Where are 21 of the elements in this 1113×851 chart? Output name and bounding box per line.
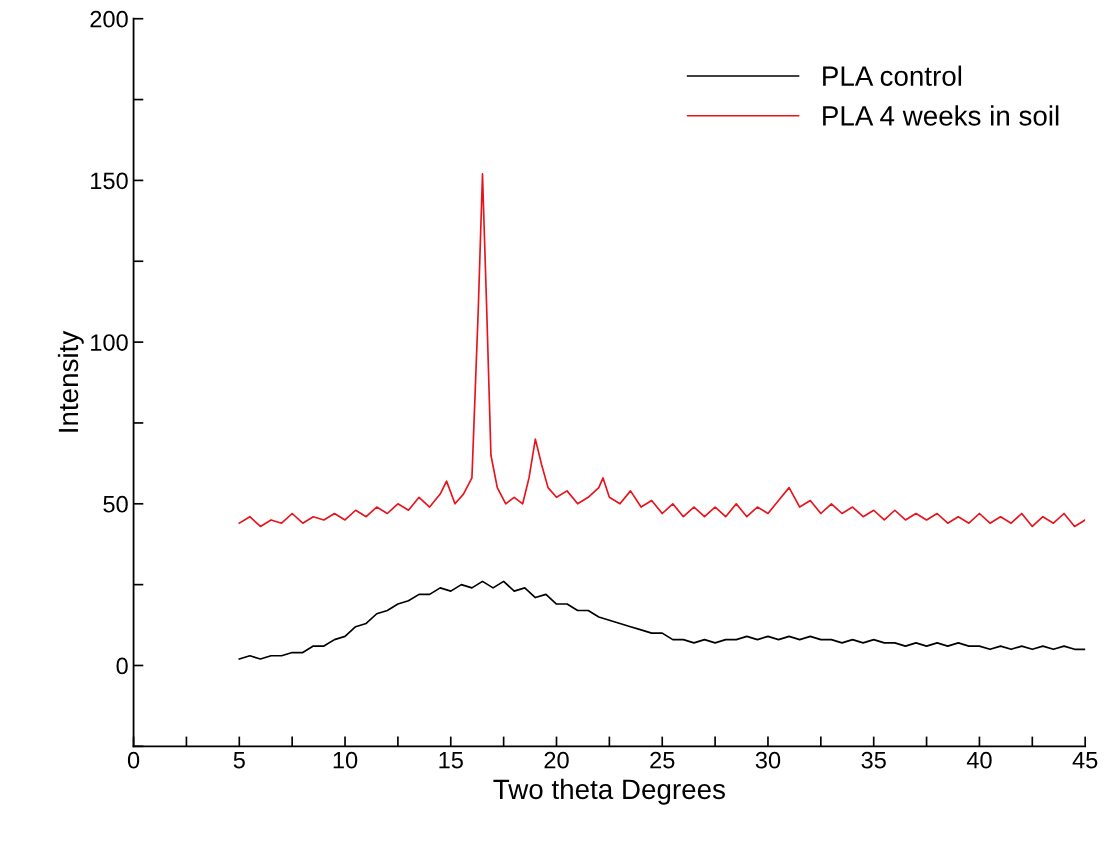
y-tick-label: 0 [116, 657, 128, 675]
x-tick-label: 10 [333, 751, 358, 769]
x-tick-label: 30 [755, 751, 781, 769]
y-tick-label: 200 [90, 10, 128, 28]
x-tick-label: 45 [1072, 752, 1098, 769]
x-tick-label: 0 [127, 751, 140, 769]
x-axis-title: Two theta Degrees [493, 778, 725, 805]
x-tick-label: 35 [861, 751, 886, 769]
line-series [238, 580, 1086, 660]
y-tick-label: 50 [103, 495, 128, 513]
line-series [238, 173, 1086, 528]
y-axis-title: Intensity [57, 330, 84, 432]
x-tick-label: 5 [233, 752, 245, 769]
legend-label: PLA control [823, 65, 962, 86]
x-tick-label: 25 [650, 751, 675, 769]
x-tick-label: 15 [439, 752, 463, 769]
x-tick-label: 20 [544, 751, 569, 769]
y-tick-label: 150 [91, 172, 128, 190]
y-tick-label: 100 [91, 334, 128, 351]
legend-label: PLA 4 weeks in soil [823, 105, 1059, 126]
x-tick-label: 40 [966, 751, 992, 769]
